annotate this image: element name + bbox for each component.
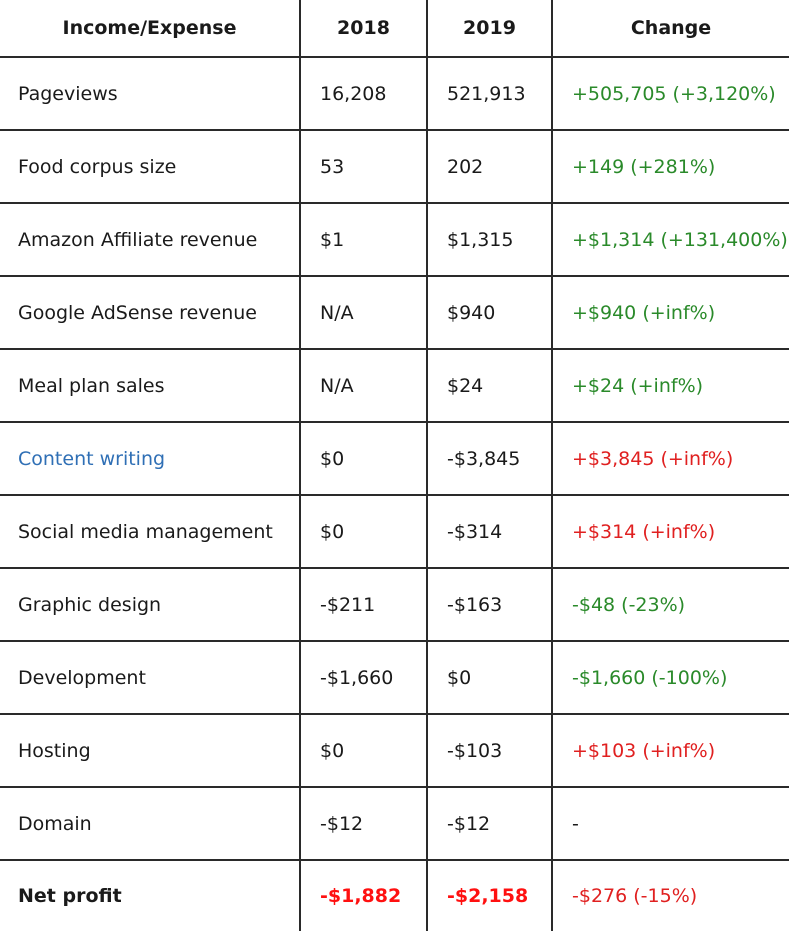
header-2019: 2019 [427,0,553,58]
row-label: Domain [0,787,301,861]
table-row: Graphic design -$211 -$163 -$48 (-23%) [0,568,789,642]
table-row: Social media management $0 -$314 +$314 (… [0,495,789,569]
value-2018: N/A [300,349,428,423]
value-2018: -$12 [300,787,428,861]
header-change: Change [552,0,789,58]
row-label-net-profit: Net profit [0,860,301,931]
net-profit-2018: -$1,882 [300,860,428,931]
value-2018: $0 [300,714,428,788]
value-2019: 521,913 [427,57,553,131]
value-change: +$3,845 (+inf%) [552,422,789,496]
value-2019: $24 [427,349,553,423]
value-2019: $0 [427,641,553,715]
net-profit-2019: -$2,158 [427,860,553,931]
header-row: Income/Expense 2018 2019 Change [0,0,789,58]
value-2018: 16,208 [300,57,428,131]
value-2018: 53 [300,130,428,204]
table-row: Food corpus size 53 202 +149 (+281%) [0,130,789,204]
table-row: Content writing $0 -$3,845 +$3,845 (+inf… [0,422,789,496]
value-2018: -$211 [300,568,428,642]
row-label: Pageviews [0,57,301,131]
value-2019: -$314 [427,495,553,569]
net-profit-change: -$276 (-15%) [572,885,698,907]
value-2019: -$12 [427,787,553,861]
table-row: Hosting $0 -$103 +$103 (+inf%) [0,714,789,788]
value-2019: -$103 [427,714,553,788]
income-expense-table: Income/Expense 2018 2019 Change Pageview… [0,0,789,931]
value-change: +$24 (+inf%) [552,349,789,423]
row-label: Amazon Affiliate revenue [0,203,301,277]
row-label: Google AdSense revenue [0,276,301,350]
value-change: +$103 (+inf%) [552,714,789,788]
value-change: +$314 (+inf%) [552,495,789,569]
row-label: Graphic design [0,568,301,642]
table-row: Amazon Affiliate revenue $1 $1,315 +$1,3… [0,203,789,277]
value-change: +149 (+281%) [552,130,789,204]
value-2019: -$163 [427,568,553,642]
value-2019: $1,315 [427,203,553,277]
value-2018: $0 [300,495,428,569]
value-change: +$1,314 (+131,400%) [552,203,789,277]
net-profit-row: Net profit -$1,882 -$2,158 -$276 (-15%) [0,860,789,931]
value-change: - [552,787,789,861]
value-change: -$48 (-23%) [552,568,789,642]
value-2019: 202 [427,130,553,204]
row-label: Hosting [0,714,301,788]
row-label: Meal plan sales [0,349,301,423]
value-2018: $0 [300,422,428,496]
header-income-expense: Income/Expense [0,0,301,58]
table-row: Domain -$12 -$12 - [0,787,789,861]
row-label: Social media management [0,495,301,569]
value-change: +$940 (+inf%) [552,276,789,350]
value-2019: $940 [427,276,553,350]
value-2018: -$1,660 [300,641,428,715]
table-row: Development -$1,660 $0 -$1,660 (-100%) [0,641,789,715]
value-2018: $1 [300,203,428,277]
row-label-link-cell: Content writing [0,422,301,496]
value-change: -$1,660 (-100%) [552,641,789,715]
row-label: Food corpus size [0,130,301,204]
header-2018: 2018 [300,0,428,58]
value-2019: -$3,845 [427,422,553,496]
table-row: Google AdSense revenue N/A $940 +$940 (+… [0,276,789,350]
table-row: Pageviews 16,208 521,913 +505,705 (+3,12… [0,57,789,131]
content-writing-link[interactable]: Content writing [18,447,166,470]
row-label: Development [0,641,301,715]
table-row: Meal plan sales N/A $24 +$24 (+inf%) [0,349,789,423]
value-2018: N/A [300,276,428,350]
value-change: +505,705 (+3,120%) [552,57,789,131]
